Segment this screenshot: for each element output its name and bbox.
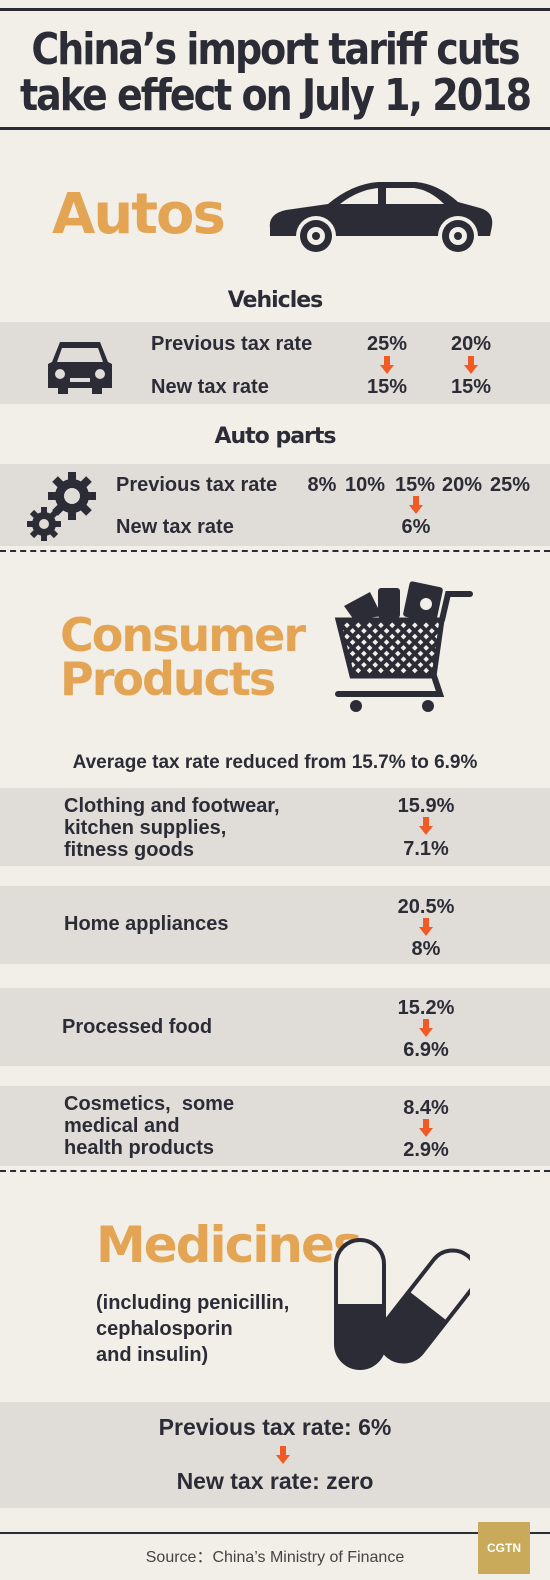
auto-parts-previous-value-3: 15% (394, 474, 436, 496)
auto-parts-previous-value-2: 10% (344, 474, 386, 496)
vehicles-previous-value-1: 25% (366, 333, 408, 355)
shopping-cart-icon (334, 581, 473, 712)
auto-parts-subtitle: Auto parts (214, 424, 336, 449)
footer-divider (0, 1532, 550, 1534)
capsule-icon (334, 1238, 470, 1370)
down-arrow-icon (409, 496, 423, 514)
consumer-item-band (0, 988, 550, 1066)
consumer-item-to: 8% (411, 938, 441, 960)
medicines-new: New tax rate: zero (176, 1468, 374, 1494)
autos-heading: Autos (52, 182, 226, 247)
consumer-item-band (0, 788, 550, 866)
consumer-item-from: 15.2% (397, 997, 455, 1019)
consumer-item-band (0, 1086, 550, 1166)
vehicles-new-label: New tax rate (151, 376, 269, 398)
auto-parts-new-label: New tax rate (116, 516, 234, 538)
auto-parts-previous-value-4: 20% (441, 474, 483, 496)
vehicles-new-value-1: 15% (366, 376, 408, 398)
vehicles-new-value-2: 15% (450, 376, 492, 398)
consumer-item-from: 8.4% (403, 1097, 449, 1119)
consumer-heading-line-2: Products (60, 652, 276, 706)
down-arrow-icon (380, 356, 394, 374)
consumer-average-text: Average tax rate reduced from 15.7% to 6… (72, 752, 478, 773)
auto-parts-previous-value-1: 8% (307, 474, 337, 496)
consumer-item-from: 20.5% (397, 896, 455, 918)
consumer-item-label: Home appliances (64, 913, 229, 935)
down-arrow-icon (419, 1019, 433, 1037)
auto-parts-previous-value-5: 25% (489, 474, 531, 496)
consumer-heading-line-1: Consumer (60, 608, 306, 662)
medicines-previous: Previous tax rate: 6% (158, 1414, 392, 1440)
down-arrow-icon (419, 1119, 433, 1137)
down-arrow-icon (464, 356, 478, 374)
title-line-1: China’s import tariff cuts (31, 23, 520, 75)
title-box: China’s import tariff cuts take effect o… (0, 8, 550, 130)
source-text: Source：China’s Ministry of Finance (145, 1549, 405, 1566)
down-arrow-icon (276, 1446, 290, 1464)
vehicles-subtitle: Vehicles (227, 288, 324, 313)
car-front-icon (48, 342, 112, 394)
consumer-item-to: 7.1% (403, 838, 449, 860)
section-divider (0, 1170, 550, 1172)
consumer-item-label: Clothing and footwear, kitchen supplies,… (64, 795, 280, 861)
consumer-item-label: Cosmetics, some medical and health produ… (64, 1093, 235, 1159)
consumer-item-from: 15.9% (397, 795, 455, 817)
consumer-item-to: 2.9% (403, 1139, 449, 1161)
auto-parts-band (0, 464, 550, 546)
gears-icon (27, 472, 96, 541)
section-divider (0, 550, 550, 552)
medicines-heading: Medicines (96, 1216, 363, 1274)
medicines-band (0, 1402, 550, 1508)
title-line-2: take effect on July 1, 2018 (19, 69, 532, 121)
cgtn-logo: CGTN (478, 1522, 530, 1574)
consumer-item-label: Processed food (62, 1016, 213, 1038)
medicines-note: (including penicillin, cephalosporin and… (96, 1292, 290, 1366)
auto-parts-previous-label: Previous tax rate (116, 474, 278, 496)
auto-parts-new-value: 6% (401, 516, 431, 538)
down-arrow-icon (419, 817, 433, 835)
vehicles-previous-label: Previous tax rate (151, 333, 313, 355)
car-icon (269, 182, 493, 256)
down-arrow-icon (419, 918, 433, 936)
consumer-item-to: 6.9% (403, 1039, 449, 1061)
consumer-item-band (0, 886, 550, 964)
vehicles-previous-value-2: 20% (450, 333, 492, 355)
